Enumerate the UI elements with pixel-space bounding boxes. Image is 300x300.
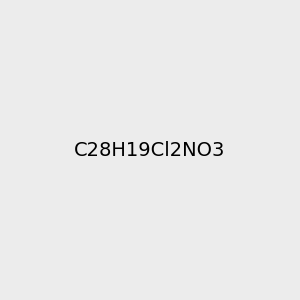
Text: C28H19Cl2NO3: C28H19Cl2NO3 [74,140,226,160]
